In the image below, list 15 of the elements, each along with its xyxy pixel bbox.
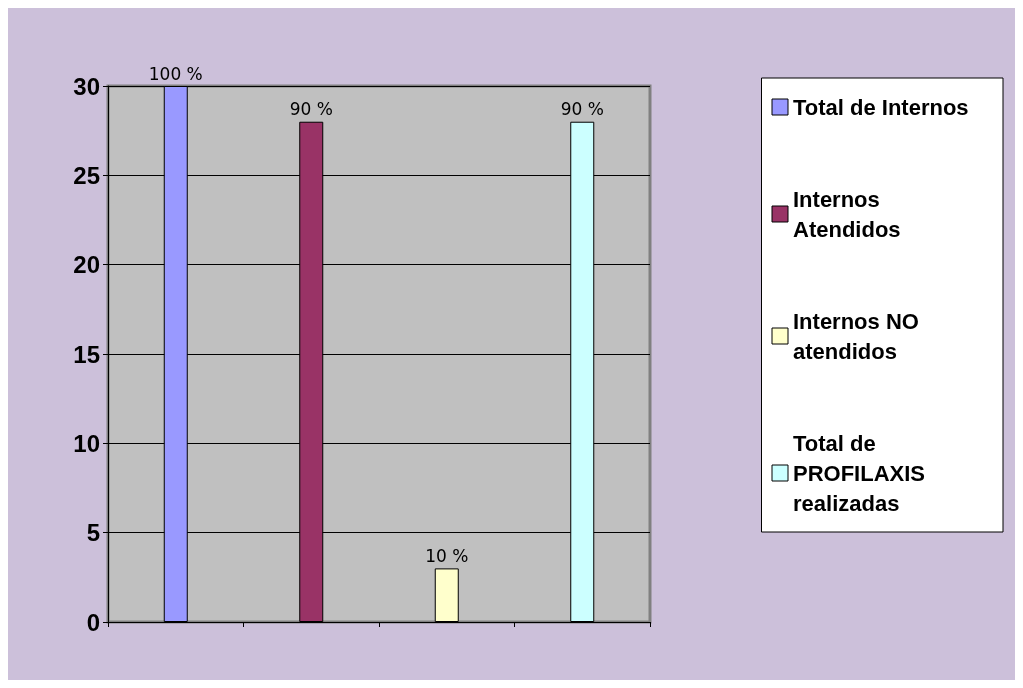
y-tick-label: 5 xyxy=(86,519,100,547)
y-tick-label: 25 xyxy=(73,161,100,189)
annotation: 10 % xyxy=(425,545,469,566)
y-tick-label: 30 xyxy=(73,72,100,100)
y-tick-label: 15 xyxy=(73,340,100,368)
y-tick-label: 10 xyxy=(73,429,100,457)
y-tick-label: 0 xyxy=(86,608,100,636)
annotation: 100 % xyxy=(148,63,203,84)
y-tick-label: 20 xyxy=(73,251,100,279)
legend-label: Total de PROFILAXIS realizadas xyxy=(793,430,932,516)
legend-label: Internos Atendidos xyxy=(793,186,901,242)
legend-label: Total de Internos xyxy=(793,94,969,120)
annotation: 90 % xyxy=(289,99,333,120)
legend-label: Internos NO atendidos xyxy=(793,308,926,364)
annotation: 90 % xyxy=(560,99,604,120)
